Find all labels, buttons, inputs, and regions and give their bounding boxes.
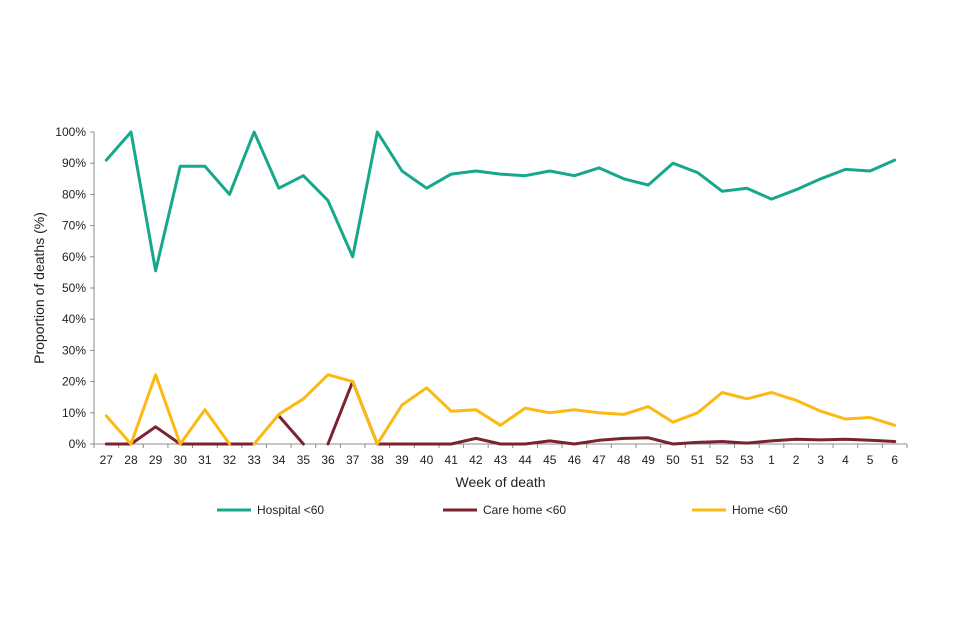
y-tick-label: 60% (62, 250, 86, 264)
x-tick-label: 5 (867, 453, 874, 467)
series-line-2 (277, 414, 305, 446)
x-tick-label: 38 (371, 453, 385, 467)
x-tick-label: 28 (124, 453, 138, 467)
x-tick-label: 43 (494, 453, 508, 467)
y-tick-label: 100% (55, 125, 86, 139)
x-tick-label: 2 (793, 453, 800, 467)
x-axis-title: Week of death (455, 474, 545, 490)
x-tick-label: 32 (223, 453, 237, 467)
series-line-2 (326, 380, 897, 446)
x-tick-label: 48 (617, 453, 631, 467)
series-line-1 (104, 130, 897, 273)
x-tick-label: 42 (469, 453, 483, 467)
x-tick-label: 33 (247, 453, 261, 467)
y-tick-label: 40% (62, 312, 86, 326)
y-tick-label: 70% (62, 219, 86, 233)
series-line-3 (104, 373, 231, 446)
legend-label: Care home <60 (483, 503, 566, 517)
series-lines (104, 130, 897, 446)
y-tick-label: 30% (62, 343, 86, 357)
x-tick-label: 35 (297, 453, 311, 467)
x-tick-label: 3 (817, 453, 824, 467)
x-tick-label: 34 (272, 453, 286, 467)
x-tick-label: 53 (740, 453, 754, 467)
x-tick-label: 40 (420, 453, 434, 467)
y-axis-ticks: 0% 10% 20% 30% 40% 50% 60% 70% 80% 90% 100% (55, 125, 94, 451)
x-tick-label: 49 (642, 453, 656, 467)
x-tick-label: 31 (198, 453, 212, 467)
x-tick-label: 44 (518, 453, 532, 467)
y-axis-title: Proportion of deaths (%) (31, 212, 47, 364)
y-tick-label: 0% (69, 437, 87, 451)
legend-label: Hospital <60 (257, 503, 324, 517)
x-tick-label: 36 (321, 453, 335, 467)
y-tick-label: 80% (62, 187, 86, 201)
x-tick-label: 50 (666, 453, 680, 467)
y-tick-label: 20% (62, 375, 86, 389)
legend: Hospital <60 Care home <60 Home <60 (217, 503, 788, 517)
x-tick-label: 6 (891, 453, 898, 467)
x-tick-label: 39 (395, 453, 409, 467)
x-axis-ticks: 27 28 29 30 31 32 33 34 35 36 37 38 39 40 41 42 43 44 45 46… (93, 444, 908, 467)
x-tick-label: 1 (768, 453, 775, 467)
x-tick-label: 51 (691, 453, 705, 467)
x-tick-label: 37 (346, 453, 360, 467)
x-tick-label: 30 (174, 453, 188, 467)
series-line-3 (252, 373, 897, 446)
x-tick-label: 52 (716, 453, 730, 467)
x-tick-label: 4 (842, 453, 849, 467)
x-tick-label: 29 (149, 453, 163, 467)
x-tick-label: 27 (100, 453, 114, 467)
y-tick-label: 10% (62, 406, 86, 420)
x-tick-label: 45 (543, 453, 557, 467)
y-tick-label: 90% (62, 156, 86, 170)
x-tick-label: 47 (592, 453, 606, 467)
x-tick-label: 41 (445, 453, 459, 467)
x-tick-label: 46 (568, 453, 582, 467)
y-tick-label: 50% (62, 281, 86, 295)
legend-label: Home <60 (732, 503, 788, 517)
